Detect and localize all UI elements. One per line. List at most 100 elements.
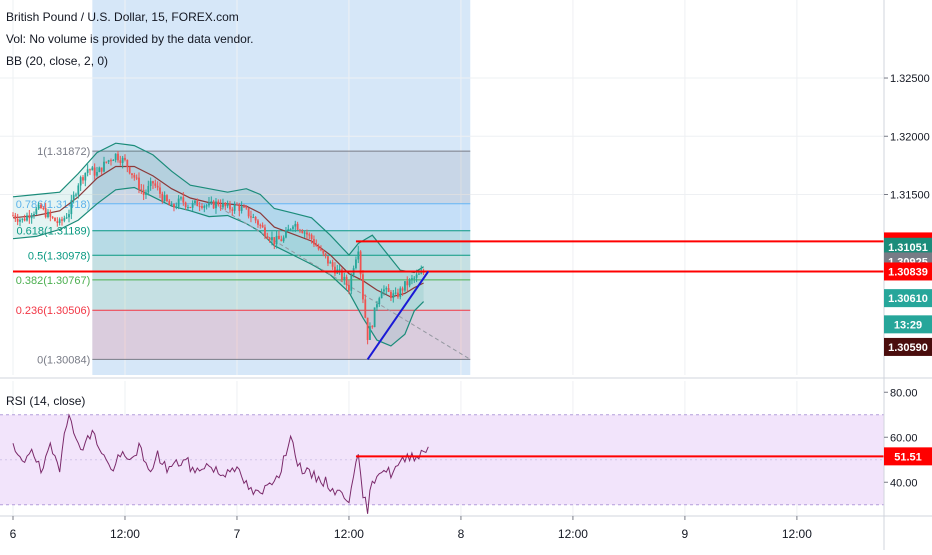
candle-body	[268, 238, 271, 241]
time-tick-label: 9	[682, 527, 689, 541]
candle-body	[203, 205, 206, 208]
candle-body	[299, 229, 301, 231]
candle-body	[229, 204, 231, 210]
candles-group	[12, 150, 425, 345]
price-label-3: 1.30839	[888, 266, 928, 278]
candle-body	[75, 194, 77, 196]
candle-body	[362, 274, 364, 300]
candle-body	[408, 279, 411, 286]
candle-body	[49, 211, 52, 217]
candle-body	[338, 269, 341, 271]
time-tick-label: 12:00	[558, 527, 588, 541]
candle-body	[77, 185, 80, 195]
candle-body	[156, 185, 159, 188]
candle-body	[390, 291, 392, 299]
candle-body	[343, 276, 346, 280]
candle-body	[84, 172, 87, 181]
candle-body	[289, 228, 292, 230]
candle-body	[196, 200, 199, 207]
candle-body	[86, 169, 89, 173]
candle-body	[357, 251, 360, 260]
candle-body	[411, 278, 413, 280]
candle-body	[180, 197, 182, 199]
candle-body	[303, 232, 306, 234]
candle-body	[215, 201, 217, 209]
candle-body	[399, 288, 402, 298]
time-tick-label: 12:00	[782, 527, 812, 541]
candle-body	[44, 208, 47, 218]
candle-body	[366, 317, 369, 340]
candle-body	[420, 271, 423, 274]
candle-body	[21, 218, 24, 220]
fib-zone-0-618	[92, 230, 471, 256]
candle-body	[292, 226, 294, 229]
candle-body	[219, 204, 222, 208]
candle-body	[68, 214, 70, 218]
candle-body	[198, 206, 201, 208]
rsi-line	[12, 413, 429, 514]
candle-body	[296, 223, 299, 230]
candle-body	[28, 215, 31, 219]
candle-body	[89, 169, 91, 171]
rsi-value-box	[884, 447, 932, 466]
candle-body	[114, 153, 117, 161]
candle-body	[170, 204, 173, 206]
candle-body	[294, 223, 297, 227]
candle-body	[96, 172, 98, 176]
candle-body	[306, 232, 308, 235]
fib-label-0: 0(1.30084)	[37, 354, 90, 366]
candle-body	[320, 249, 322, 251]
candle-body	[140, 189, 143, 191]
volume-note: Vol: No volume is provided by the data v…	[6, 32, 254, 46]
candle-body	[107, 160, 110, 162]
rsi-legend: RSI (14, close)	[6, 394, 86, 408]
candle-body	[324, 253, 327, 257]
candle-body	[54, 217, 56, 222]
candle-body	[245, 207, 248, 209]
candle-body	[331, 262, 334, 267]
candle-body	[16, 219, 19, 222]
candle-body	[348, 284, 350, 291]
price-tick-label: 1.31500	[890, 189, 930, 201]
candle-body	[266, 236, 269, 239]
candle-body	[406, 281, 409, 286]
candle-body	[238, 205, 241, 211]
candle-body	[275, 235, 278, 245]
candle-body	[189, 207, 192, 209]
candle-body	[166, 195, 168, 201]
candle-body	[187, 207, 189, 209]
fib-zone-0-786	[92, 203, 471, 231]
candle-body	[56, 221, 59, 223]
time-tick-label: 8	[458, 527, 465, 541]
candle-body	[355, 259, 357, 269]
candle-body	[182, 197, 185, 203]
candle-body	[310, 234, 313, 240]
bb-legend: BB (20, close, 2, 0)	[6, 54, 109, 68]
candle-body	[308, 234, 311, 236]
candle-body	[383, 289, 385, 292]
candle-body	[103, 161, 105, 172]
rsi-current-value: 51.51	[894, 451, 922, 463]
time-tick-label: 12:00	[334, 527, 364, 541]
candle-body	[121, 157, 124, 163]
candle-body	[30, 215, 33, 219]
candle-body	[392, 293, 395, 299]
candle-body	[394, 292, 397, 294]
candle-body	[224, 202, 227, 207]
candle-body	[334, 266, 336, 274]
candle-body	[159, 187, 161, 194]
candle-body	[231, 209, 234, 211]
candle-body	[163, 195, 166, 201]
candle-body	[65, 217, 68, 219]
candle-body	[280, 239, 283, 242]
price-label-1: 1.31051	[888, 242, 928, 254]
time-tick-label: 7	[234, 527, 241, 541]
candle-body	[315, 244, 318, 247]
candle-body	[287, 228, 290, 231]
candle-body	[40, 204, 42, 209]
candle-body	[119, 160, 122, 163]
candle-body	[184, 202, 187, 208]
candle-body	[376, 304, 378, 308]
candle-body	[110, 160, 112, 162]
